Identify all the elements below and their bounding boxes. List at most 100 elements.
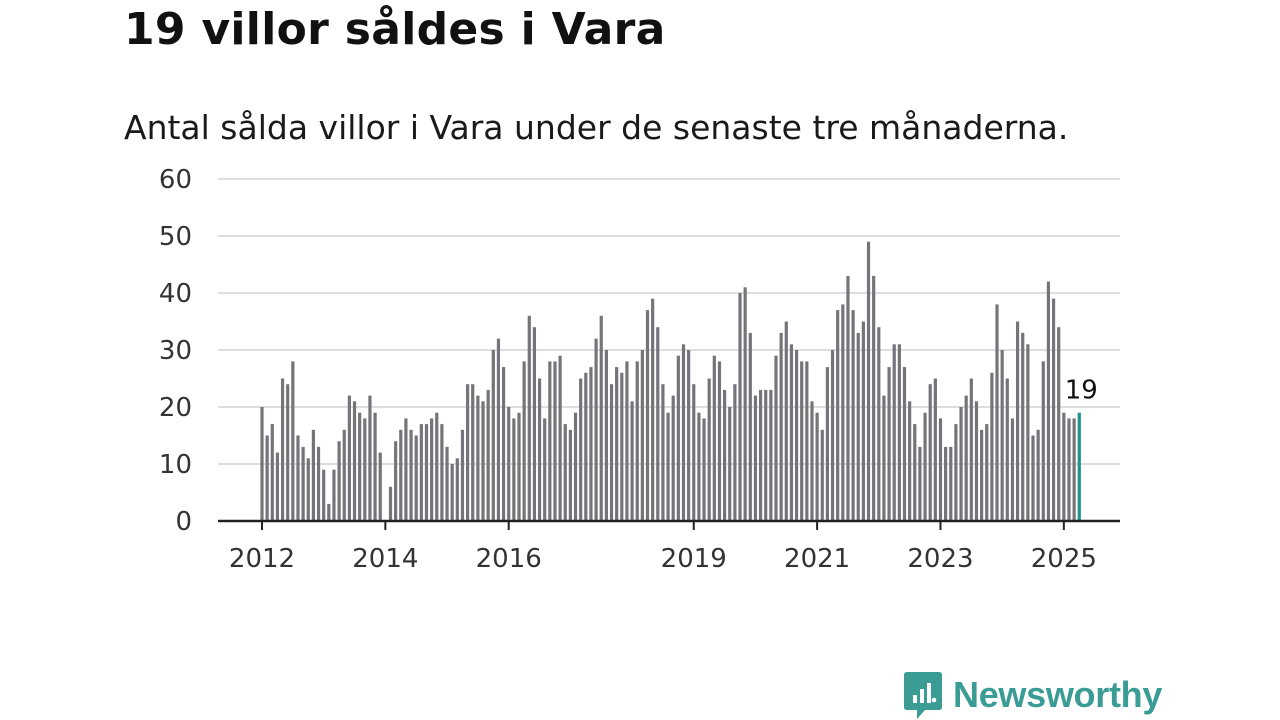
bar	[1072, 418, 1076, 521]
bar	[501, 367, 506, 521]
bar	[311, 429, 315, 521]
bar	[368, 395, 372, 521]
highlight-bar	[1077, 412, 1081, 521]
x-tick-label: 2014	[352, 544, 418, 574]
bar	[558, 355, 562, 521]
bar	[342, 429, 346, 521]
bar	[872, 275, 876, 521]
bar	[507, 407, 511, 521]
bar	[882, 395, 886, 521]
bar	[491, 350, 495, 521]
bar	[851, 310, 855, 521]
bar	[866, 241, 871, 521]
bar	[476, 395, 480, 521]
bar	[620, 372, 624, 521]
bar	[969, 378, 973, 521]
bar	[579, 378, 583, 521]
bar	[373, 412, 377, 521]
bar	[296, 435, 300, 521]
bar	[630, 401, 634, 521]
bar	[615, 367, 619, 521]
bar	[764, 389, 768, 521]
bar	[918, 446, 922, 521]
bar	[841, 304, 845, 521]
bar	[419, 424, 423, 521]
bar	[440, 424, 444, 521]
bar	[923, 412, 927, 521]
bar	[548, 361, 552, 521]
bar	[944, 446, 948, 521]
bar	[486, 389, 490, 521]
bar	[424, 424, 429, 521]
bar	[1067, 418, 1071, 521]
bar	[794, 350, 799, 521]
bar	[676, 355, 680, 521]
bar	[394, 441, 398, 521]
bar	[609, 384, 614, 521]
bar	[728, 407, 732, 521]
bar	[820, 429, 824, 521]
bar	[913, 424, 917, 521]
bar	[933, 378, 937, 521]
bar	[697, 412, 701, 521]
bar	[625, 361, 629, 521]
bar	[830, 350, 835, 521]
bar	[995, 304, 999, 521]
bar	[902, 367, 907, 521]
bar	[594, 338, 598, 521]
bar	[738, 293, 742, 521]
bar	[1000, 350, 1004, 521]
chart-subtitle: Antal sålda villor i Vara under de senas…	[124, 108, 1069, 147]
bar	[753, 395, 758, 521]
bar	[260, 407, 264, 521]
x-tick-label: 2012	[229, 544, 295, 574]
bar	[985, 424, 989, 521]
bar	[563, 424, 567, 521]
bar	[270, 424, 274, 521]
bar	[1046, 281, 1051, 521]
bar	[316, 446, 321, 521]
bar	[414, 435, 418, 521]
bar	[661, 384, 665, 521]
bar	[800, 361, 804, 521]
bar	[949, 446, 953, 521]
bar	[332, 469, 336, 521]
bar	[553, 361, 557, 521]
bar	[1021, 332, 1025, 521]
bar	[1062, 412, 1066, 521]
bar	[275, 452, 280, 521]
bar	[748, 332, 752, 521]
chart-title: 19 villor såldes i Vara	[124, 4, 666, 55]
bar	[1015, 321, 1020, 521]
bar	[363, 418, 367, 521]
bar	[568, 429, 572, 521]
bar	[990, 372, 994, 521]
bar	[322, 469, 326, 521]
bar	[908, 401, 912, 521]
bar	[599, 315, 603, 521]
bar	[388, 486, 393, 521]
bar	[286, 384, 290, 521]
newsworthy-logo: Newsworthy	[903, 670, 1162, 720]
bar	[455, 458, 459, 521]
bar	[1010, 418, 1015, 521]
bar	[1005, 378, 1009, 521]
bar	[1051, 298, 1056, 521]
bar	[743, 287, 747, 521]
bar	[717, 361, 722, 521]
bar	[1041, 361, 1045, 521]
x-tick-label: 2025	[1031, 544, 1097, 574]
bar	[702, 418, 706, 521]
bar	[358, 412, 362, 521]
bar	[784, 321, 788, 521]
bar	[399, 429, 403, 521]
bar	[280, 378, 285, 521]
bar	[635, 361, 639, 521]
bar	[687, 350, 691, 521]
bar	[543, 418, 547, 521]
bar	[604, 350, 608, 521]
bar	[589, 367, 593, 521]
bar	[712, 355, 716, 521]
bar	[723, 389, 727, 521]
